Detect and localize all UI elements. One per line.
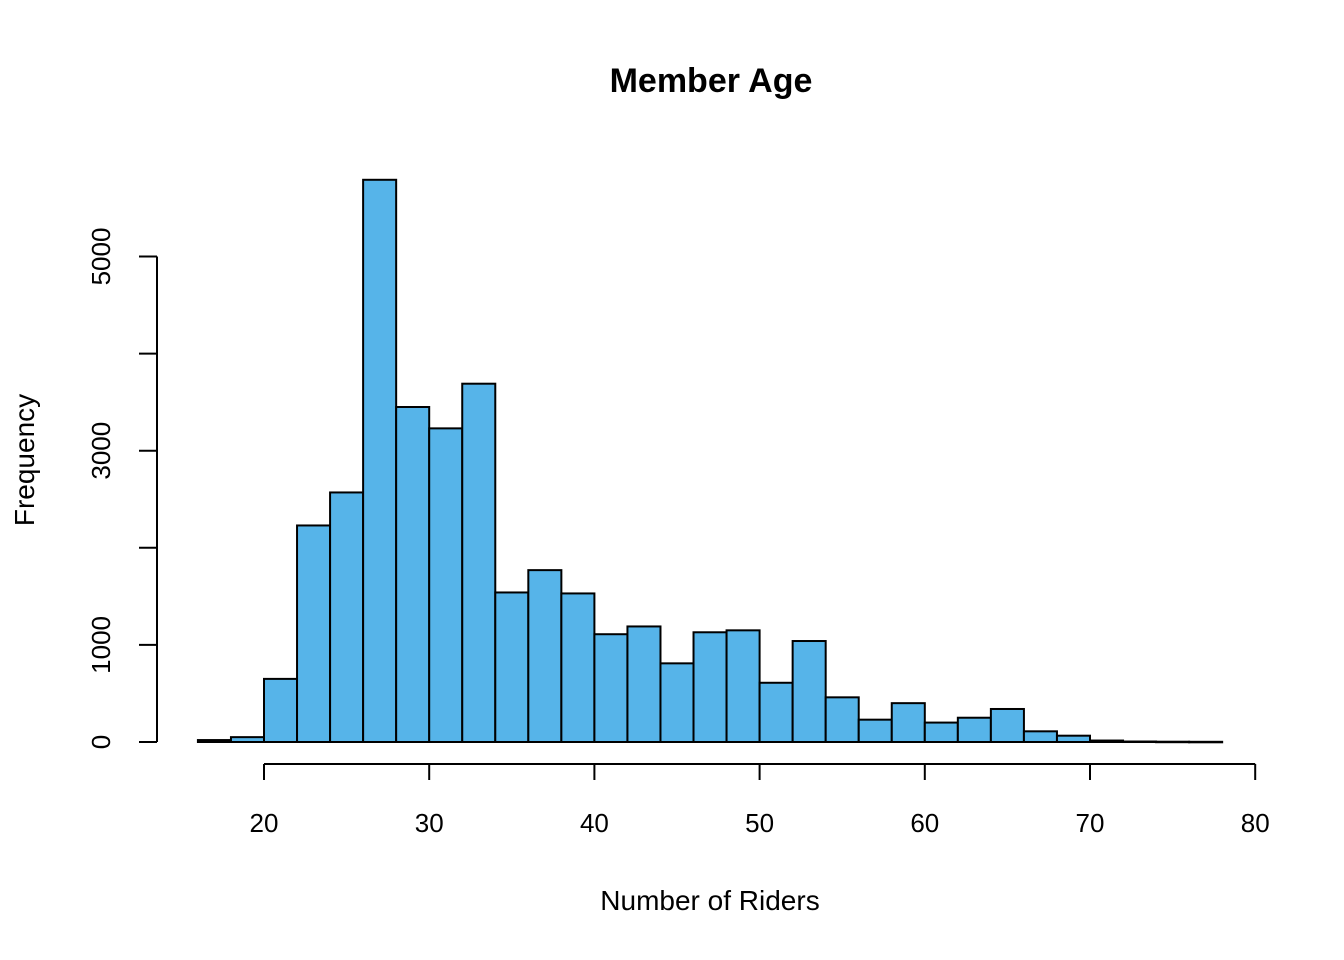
y-axis-label: Frequency: [9, 394, 40, 526]
histogram-bar-66-68: [1022, 730, 1058, 743]
histogram-bar-20-22: [263, 677, 299, 744]
x-axis-label: Number of Riders: [600, 885, 819, 916]
x-tick-label-20: 20: [250, 808, 279, 838]
histogram-bar-62-64: [956, 716, 992, 743]
histogram-bar-58-60: [890, 702, 926, 743]
histogram-bar-50-52: [758, 681, 794, 743]
histogram-bar-64-66: [989, 707, 1025, 744]
histogram-bar-24-26: [329, 491, 365, 743]
histogram-bar-72-74: [1122, 740, 1158, 744]
histogram-bar-40-42: [593, 633, 629, 743]
histogram-bar-60-62: [923, 721, 959, 744]
histogram-bar-74-76: [1155, 740, 1191, 744]
histogram-bar-16-18: [196, 739, 232, 743]
x-tick-label-30: 30: [415, 808, 444, 838]
bars-group: [196, 178, 1224, 744]
y-tick-label-5000: 5000: [86, 228, 116, 286]
histogram-bar-70-72: [1089, 739, 1125, 744]
histogram-bar-18-20: [229, 736, 266, 744]
chart-title: Member Age: [610, 62, 813, 100]
histogram-bar-44-46: [659, 662, 695, 743]
histogram-bar-26-28: [362, 178, 398, 743]
x-tick-label-60: 60: [910, 808, 939, 838]
histogram-bar-30-32: [428, 427, 464, 743]
histogram-bar-38-40: [560, 592, 596, 744]
histogram-bar-42-44: [626, 625, 662, 743]
y-tick-label-0: 0: [86, 735, 116, 749]
histogram-bar-52-54: [791, 640, 827, 743]
histogram-bar-36-38: [527, 569, 563, 743]
histogram-bar-28-30: [395, 406, 431, 743]
histogram-bar-22-24: [296, 524, 332, 743]
x-axis: 20 30 40 50 60 70 80: [250, 763, 1270, 838]
histogram-bar-68-70: [1055, 734, 1091, 743]
histogram-bar-76-78: [1188, 740, 1224, 744]
x-tick-label-80: 80: [1241, 808, 1270, 838]
y-axis: 0 1000 3000 5000: [86, 228, 158, 749]
histogram-bar-48-50: [725, 629, 761, 744]
histogram-bar-46-48: [692, 631, 728, 743]
histogram-bar-56-58: [857, 718, 893, 743]
x-tick-label-70: 70: [1076, 808, 1105, 838]
y-tick-label-1000: 1000: [86, 616, 116, 674]
x-tick-label-50: 50: [745, 808, 774, 838]
histogram-bar-54-56: [824, 696, 860, 743]
y-tick-label-3000: 3000: [86, 422, 116, 480]
x-tick-label-40: 40: [580, 808, 609, 838]
histogram-bar-32-34: [461, 382, 497, 743]
histogram-bar-34-36: [494, 591, 530, 743]
